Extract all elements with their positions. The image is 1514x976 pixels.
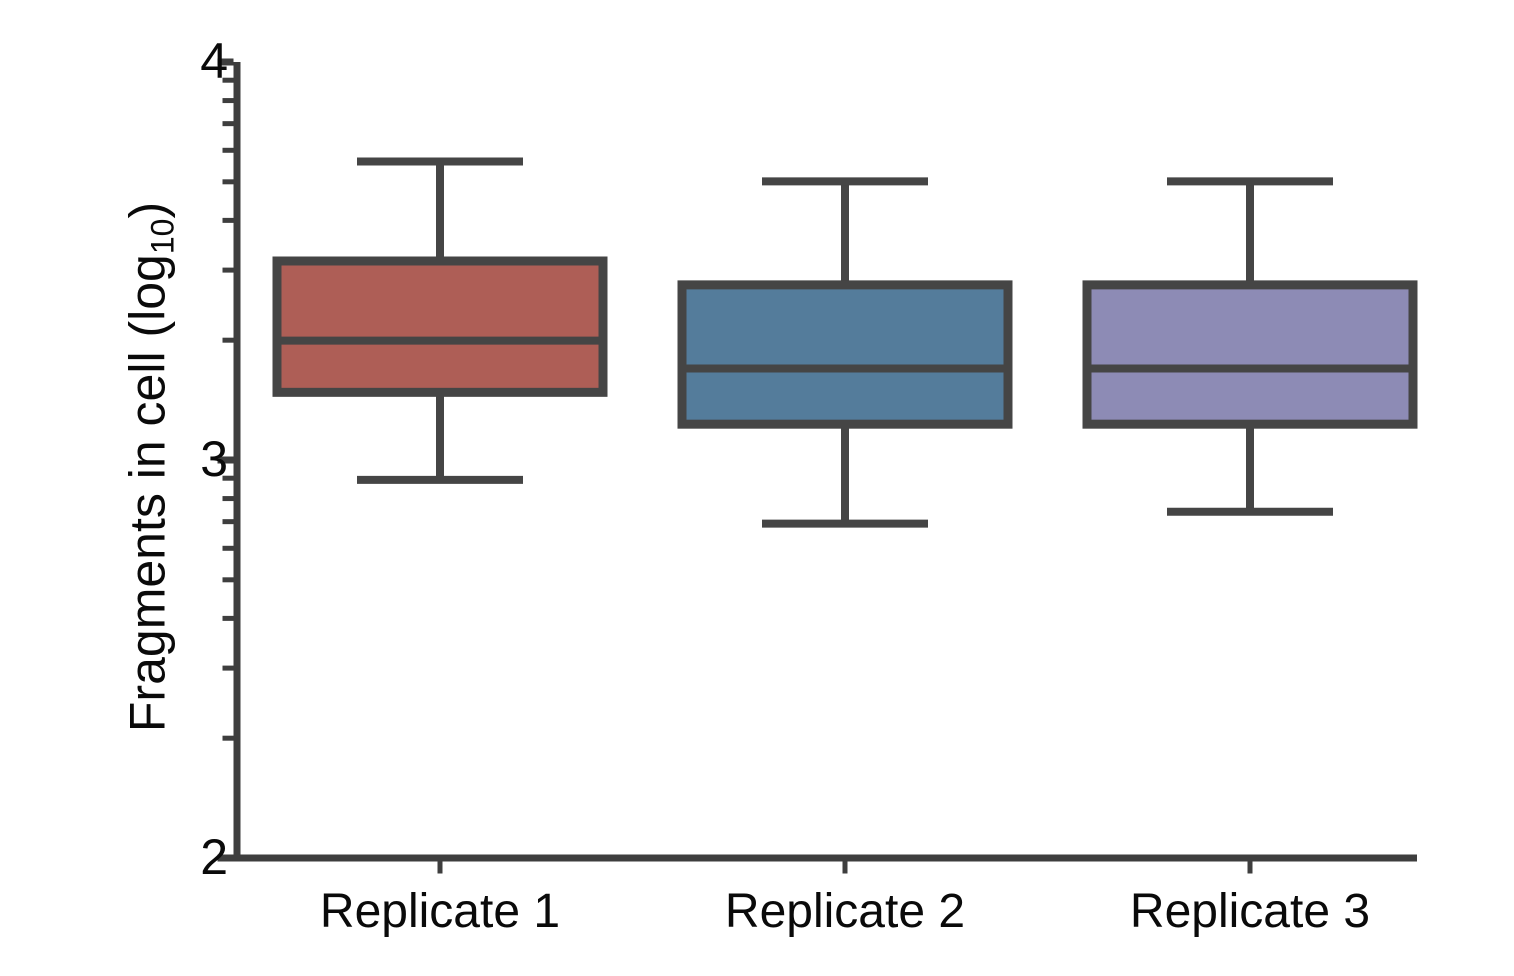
y-tick-label-3: 3	[200, 431, 228, 487]
x-category-label-replicate-2: Replicate 2	[724, 885, 966, 938]
y-axis-title-main: Fragments in cell (log	[119, 254, 176, 733]
y-axis-title-subscript: 10	[144, 218, 181, 255]
y-tick-label-2: 2	[200, 829, 228, 885]
axis-frame	[233, 62, 1417, 862]
x-category-label-replicate-1: Replicate 1	[319, 885, 561, 938]
y-tick-label-4: 4	[200, 33, 228, 89]
iqr-box-replicate-2	[677, 280, 1013, 429]
y-axis-title: Fragments in cell (log10)	[119, 202, 182, 732]
y-axis-title-close: )	[119, 201, 176, 219]
x-category-label-replicate-3: Replicate 3	[1129, 885, 1371, 938]
iqr-box-replicate-3	[1082, 280, 1418, 429]
iqr-box-replicate-1	[272, 256, 608, 397]
